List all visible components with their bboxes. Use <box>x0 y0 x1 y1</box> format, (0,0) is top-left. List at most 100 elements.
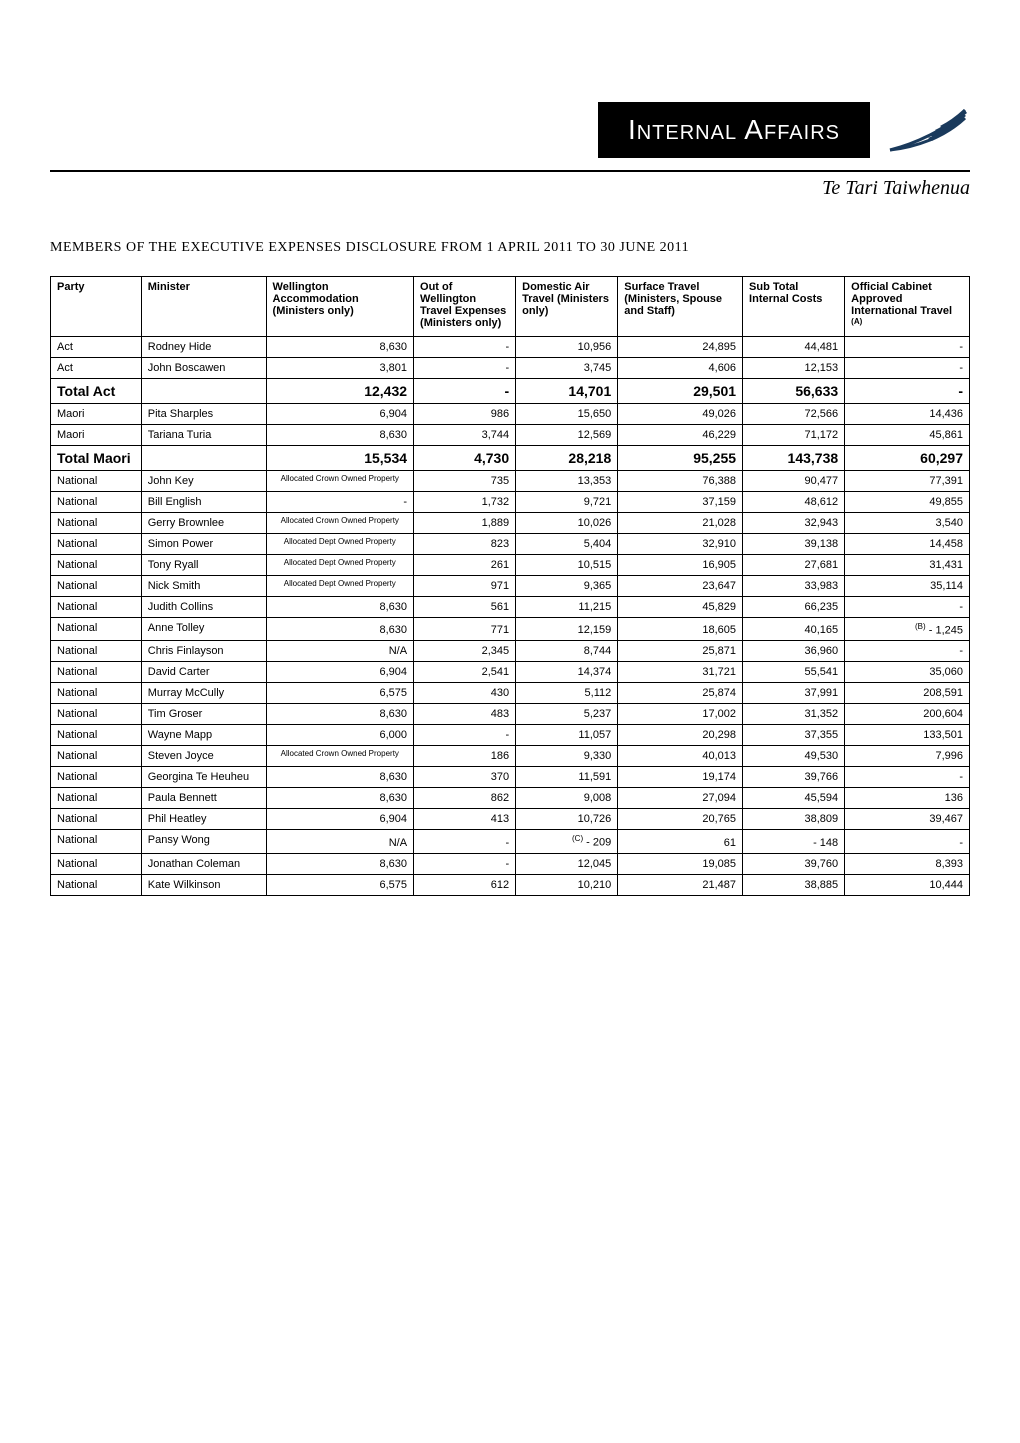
cell-subtotal: 12,153 <box>743 357 845 378</box>
cell-surface: 32,910 <box>618 533 743 554</box>
cell-out-of-wellington: 823 <box>414 533 516 554</box>
cell-air-travel: 5,404 <box>516 533 618 554</box>
cell-subtotal: 39,766 <box>743 767 845 788</box>
cell-accommodation: Allocated Dept Owned Property <box>266 533 413 554</box>
cell-minister: Georgina Te Heuheu <box>141 767 266 788</box>
cell-surface: 17,002 <box>618 704 743 725</box>
cell-subtotal: 143,738 <box>743 445 845 470</box>
cell-party: National <box>51 853 142 874</box>
cell-accommodation: 3,801 <box>266 357 413 378</box>
cell-subtotal: 72,566 <box>743 403 845 424</box>
logo-icon <box>880 100 970 160</box>
cell-out-of-wellington: 483 <box>414 704 516 725</box>
cell-minister: Nick Smith <box>141 575 266 596</box>
table-row: NationalSteven JoyceAllocated Crown Owne… <box>51 746 970 767</box>
cell-accommodation: Allocated Crown Owned Property <box>266 470 413 491</box>
cell-air-travel: 10,515 <box>516 554 618 575</box>
cell-party: National <box>51 725 142 746</box>
cell-surface: 45,829 <box>618 596 743 617</box>
cell-out-of-wellington: - <box>414 725 516 746</box>
cell-party: National <box>51 704 142 725</box>
cell-surface: 16,905 <box>618 554 743 575</box>
cell-minister: Rodney Hide <box>141 336 266 357</box>
cell-minister: John Boscawen <box>141 357 266 378</box>
cell-out-of-wellington: 986 <box>414 403 516 424</box>
cell-subtotal: 48,612 <box>743 491 845 512</box>
cell-party: National <box>51 491 142 512</box>
cell-minister: Jonathan Coleman <box>141 853 266 874</box>
cell-subtotal: 27,681 <box>743 554 845 575</box>
cell-international: 14,458 <box>845 533 970 554</box>
table-header-row: Party Minister Wellington Accommodation … <box>51 277 970 337</box>
cell-party: National <box>51 617 142 641</box>
cell-air-travel: 11,057 <box>516 725 618 746</box>
cell-surface: 20,765 <box>618 809 743 830</box>
cell-party: Act <box>51 357 142 378</box>
cell-minister: Gerry Brownlee <box>141 512 266 533</box>
cell-subtotal: 38,809 <box>743 809 845 830</box>
cell-international: (B) - 1,245 <box>845 617 970 641</box>
cell-party: Maori <box>51 403 142 424</box>
cell-accommodation: N/A <box>266 830 413 854</box>
table-row: NationalPhil Heatley6,90441310,72620,765… <box>51 809 970 830</box>
cell-minister: Chris Finlayson <box>141 641 266 662</box>
cell-out-of-wellington: 862 <box>414 788 516 809</box>
table-row: NationalGeorgina Te Heuheu8,63037011,591… <box>51 767 970 788</box>
cell-surface: 31,721 <box>618 662 743 683</box>
cell-surface: 18,605 <box>618 617 743 641</box>
subtitle: Te Tari Taiwhenua <box>50 177 970 200</box>
cell-minister: Pita Sharples <box>141 403 266 424</box>
cell-out-of-wellington: 612 <box>414 874 516 895</box>
cell-international: - <box>845 336 970 357</box>
cell-out-of-wellington: 971 <box>414 575 516 596</box>
cell-subtotal: 45,594 <box>743 788 845 809</box>
cell-out-of-wellington: 1,889 <box>414 512 516 533</box>
cell-surface: 19,085 <box>618 853 743 874</box>
page-title: MEMBERS OF THE EXECUTIVE EXPENSES DISCLO… <box>50 240 970 256</box>
cell-subtotal: 37,355 <box>743 725 845 746</box>
cell-surface: 27,094 <box>618 788 743 809</box>
cell-minister: Tariana Turia <box>141 424 266 445</box>
table-row: Total Maori15,5344,73028,21895,255143,73… <box>51 445 970 470</box>
cell-accommodation: 6,904 <box>266 403 413 424</box>
cell-international: 31,431 <box>845 554 970 575</box>
cell-surface: 46,229 <box>618 424 743 445</box>
cell-party: National <box>51 746 142 767</box>
cell-subtotal: 37,991 <box>743 683 845 704</box>
col-international: Official Cabinet Approved International … <box>845 277 970 337</box>
cell-air-travel: 14,374 <box>516 662 618 683</box>
header-section: Internal Affairs <box>50 100 970 160</box>
cell-air-travel: 12,569 <box>516 424 618 445</box>
cell-subtotal: 38,885 <box>743 874 845 895</box>
cell-international: 8,393 <box>845 853 970 874</box>
cell-air-travel: 5,112 <box>516 683 618 704</box>
cell-international: 208,591 <box>845 683 970 704</box>
cell-international: 10,444 <box>845 874 970 895</box>
cell-out-of-wellington: 2,345 <box>414 641 516 662</box>
cell-party: National <box>51 830 142 854</box>
cell-minister: Tim Groser <box>141 704 266 725</box>
cell-minister: Murray McCully <box>141 683 266 704</box>
cell-air-travel: 12,045 <box>516 853 618 874</box>
col-party: Party <box>51 277 142 337</box>
table-row: NationalPaula Bennett8,6308629,00827,094… <box>51 788 970 809</box>
cell-party: National <box>51 596 142 617</box>
cell-air-travel: 9,365 <box>516 575 618 596</box>
cell-accommodation: 8,630 <box>266 767 413 788</box>
cell-accommodation: 8,630 <box>266 336 413 357</box>
cell-party: National <box>51 575 142 596</box>
cell-accommodation: 6,575 <box>266 874 413 895</box>
col-surface: Surface Travel (Ministers, Spouse and St… <box>618 277 743 337</box>
cell-surface: 19,174 <box>618 767 743 788</box>
table-row: NationalJohn KeyAllocated Crown Owned Pr… <box>51 470 970 491</box>
table-row: ActJohn Boscawen3,801-3,7454,60612,153- <box>51 357 970 378</box>
cell-out-of-wellington: 186 <box>414 746 516 767</box>
cell-accommodation: Allocated Dept Owned Property <box>266 575 413 596</box>
cell-party: National <box>51 662 142 683</box>
cell-out-of-wellington: 1,732 <box>414 491 516 512</box>
cell-accommodation: 8,630 <box>266 853 413 874</box>
col-minister: Minister <box>141 277 266 337</box>
cell-subtotal: 49,530 <box>743 746 845 767</box>
cell-surface: 25,874 <box>618 683 743 704</box>
cell-minister: Simon Power <box>141 533 266 554</box>
